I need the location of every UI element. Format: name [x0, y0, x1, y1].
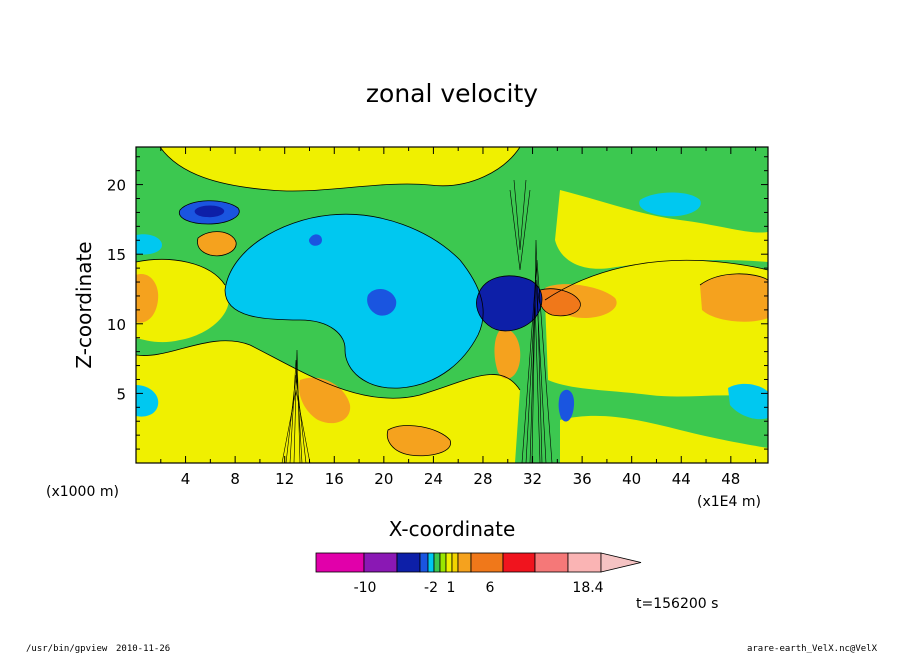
y-tick-label: 5 — [116, 385, 126, 403]
field-region-blue-core — [476, 275, 542, 331]
footer-file: arare-earth_VelX.nc@VelX — [747, 644, 878, 654]
x-tick-label: 16 — [325, 470, 344, 488]
x-tick-label: 28 — [473, 470, 492, 488]
time-label: t=156200 s — [636, 596, 718, 612]
y-tick-label: 20 — [107, 177, 126, 195]
y-axis-ticks: 5 10 15 20 — [107, 156, 768, 450]
x-tick-label: 48 — [721, 470, 740, 488]
field-region-cyan-topright — [639, 192, 701, 217]
x-tick-label: 24 — [424, 470, 443, 488]
x-scale-note: (x1E4 m) — [697, 494, 761, 510]
colorbar-label: 1 — [447, 580, 456, 596]
footer-path: /usr/bin/gpview — [26, 644, 108, 654]
x-tick-label: 8 — [230, 470, 240, 488]
x-tick-label: 4 — [181, 470, 191, 488]
x-axis-label: X-coordinate — [389, 517, 516, 541]
chart-title: zonal velocity — [366, 79, 538, 108]
colorbar-labels: -10 -2 1 6 18.4 — [354, 580, 604, 596]
field-region-darkblue-topleft — [194, 205, 225, 218]
colorbar-segment — [567, 552, 602, 573]
footer-date: 2010-11-26 — [116, 644, 170, 654]
x-tick-label: 40 — [622, 470, 641, 488]
x-tick-label: 36 — [573, 470, 592, 488]
colorbar-segment — [363, 552, 398, 573]
field-region-yellow-left — [136, 259, 229, 343]
field-region-cyan-central — [225, 214, 484, 389]
colorbar-segment — [445, 552, 453, 573]
field-region-cyan-left — [136, 234, 162, 255]
y-axis-label: Z-coordinate — [72, 241, 96, 368]
colorbar-segment — [427, 552, 435, 573]
field-region-blue-small — [308, 234, 322, 246]
colorbar-label: 18.4 — [572, 580, 603, 596]
colorbar-segment — [419, 552, 429, 573]
field-region-yellow-top — [160, 147, 520, 192]
x-tick-label: 44 — [672, 470, 691, 488]
velocity-field — [136, 147, 768, 463]
colorbar-segment — [315, 552, 365, 573]
mountain-contours — [281, 179, 553, 463]
y-tick-label: 10 — [107, 316, 126, 334]
field-region-cyan-lowleft — [136, 385, 159, 417]
colorbar-label: -2 — [424, 580, 438, 596]
field-region-red-core — [538, 288, 581, 316]
x-tick-label: 20 — [374, 470, 393, 488]
field-region-yellow-topright — [555, 190, 768, 269]
colorbar-segment — [396, 552, 421, 573]
field-region-orange-lowmid — [299, 377, 351, 424]
colorbar-segment — [439, 552, 447, 573]
field-region-orange-strip — [494, 329, 521, 379]
field-region-orange-left — [136, 274, 159, 323]
field-region-orange-cell — [197, 231, 237, 256]
y-tick-label: 15 — [107, 246, 126, 264]
field-region-blue-central — [367, 288, 397, 316]
colorbar-segment — [470, 552, 504, 573]
colorbar-label: 6 — [486, 580, 495, 596]
colorbar-segment — [451, 552, 459, 573]
colorbar-label: -10 — [354, 580, 377, 596]
colorbar — [315, 552, 642, 573]
colorbar-segment — [433, 552, 441, 573]
colorbar-arrow — [600, 552, 642, 573]
contour-lines — [136, 147, 768, 457]
field-region-blue-lower — [558, 389, 575, 422]
field-region-cyan-right — [728, 383, 768, 420]
field-region-orange-lower — [387, 425, 451, 456]
x-tick-label: 12 — [275, 470, 294, 488]
field-region-yellow-bottomright — [560, 415, 768, 463]
plot-frame — [135, 146, 769, 464]
colorbar-segment — [534, 552, 569, 573]
x-axis-ticks: 4 8 12 16 20 24 28 32 36 40 44 48 — [160, 147, 757, 488]
x-unit-note: (x1000 m) — [46, 484, 119, 500]
colorbar-segment — [502, 552, 536, 573]
colorbar-segment — [457, 552, 472, 573]
x-tick-label: 32 — [523, 470, 542, 488]
field-region-orange-right — [700, 273, 768, 322]
